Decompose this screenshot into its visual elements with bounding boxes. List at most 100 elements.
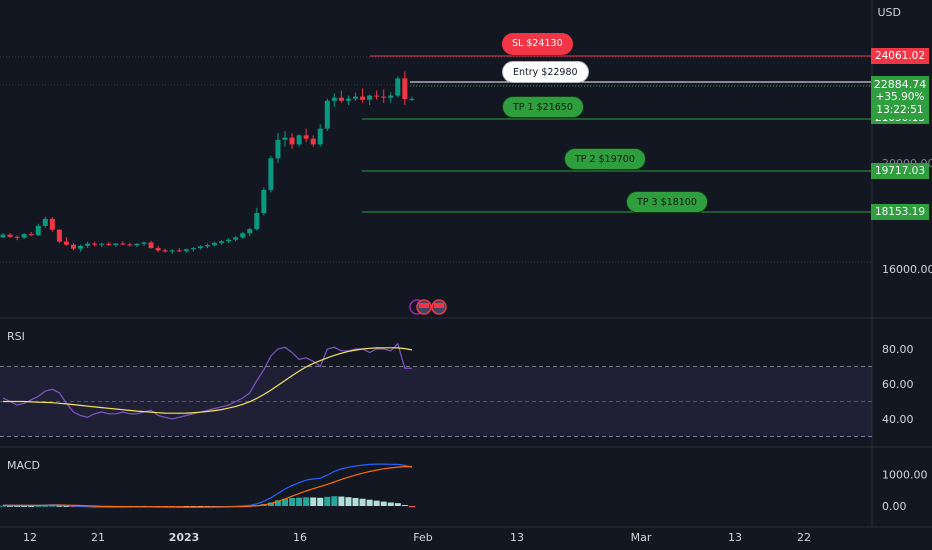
time-tick-label: Feb [413,531,432,544]
rsi-ma-line [3,347,413,414]
candle-body [338,97,344,101]
macd-histogram-bar [359,498,366,506]
macd-histogram-bar [373,500,380,506]
candle-body [233,237,239,240]
candle-body [296,135,302,145]
macd-histogram-bar [267,502,274,506]
macd-histogram-bar [331,496,338,506]
time-tick-label: 2023 [169,531,200,544]
macd-histogram-bar [394,503,401,506]
candle-body [134,243,140,246]
flag-stripe [419,303,429,308]
time-tick-label: 16 [293,531,307,544]
macd-histogram-bar [56,505,63,507]
candle-body [275,139,281,159]
candle-body [21,234,27,238]
candle-body [226,239,232,242]
macd-pane-label: MACD [7,459,40,472]
macd-histogram-bar [310,497,317,506]
macd-histogram-bar [28,505,35,507]
candle-body [388,95,394,98]
candle-body [0,234,6,238]
candle-body [345,98,351,101]
candle-body [63,241,69,245]
macd-histogram-bar [317,497,324,506]
candle-body [395,78,401,96]
macd-histogram-bar [14,505,21,507]
macd-histogram-bar [345,497,352,506]
candle-body [409,98,415,100]
candle-body [219,241,225,244]
candle-body [92,243,98,245]
flag-stripe [434,303,444,308]
candle-body [353,96,358,99]
candle-body [35,225,41,236]
time-tick-label: 13 [728,531,742,544]
candle-body [127,244,133,246]
candle-body [360,96,366,100]
candle-body [42,218,48,226]
tp1-level-label[interactable]: TP 1 $21650 [502,96,584,118]
candle-body [176,250,182,252]
candle-body [212,243,217,245]
rsi-tick-label: 40.00 [882,413,914,426]
candle-body [367,95,373,100]
last-price-value: 22884.74 [873,78,927,91]
candle-body [247,229,253,234]
macd-histogram-bar [303,497,310,506]
candle-body [85,243,91,246]
candle-body [7,234,13,237]
entry-level-label[interactable]: Entry $22980 [502,61,589,83]
sl-level-label[interactable]: SL $24130 [502,33,573,55]
candle-body [155,248,161,251]
macd-histogram-bar [296,497,303,506]
macd-histogram-bar [42,505,49,507]
candle-body [331,97,337,101]
macd-histogram-bar [274,500,281,506]
macd-histogram-bar [63,505,70,507]
candle-body [71,244,76,249]
time-tick-label: 13 [510,531,524,544]
macd-tick-label: 1000.00 [882,469,928,482]
candle-body [240,233,246,238]
macd-histogram-bar [338,496,345,506]
candle-body [106,243,112,245]
macd-histogram-bar [35,505,42,507]
candle-body [324,100,330,129]
rsi-pane-label: RSI [7,330,25,343]
candle-body [254,213,260,230]
currency-label: USD [877,6,901,19]
tp3-price-tag: 18153.19 [871,204,929,220]
rsi-tick-label: 60.00 [882,378,914,391]
macd-histogram-bar [0,505,6,507]
last-price-change: +35.90% [875,91,925,103]
candle-body [28,234,34,236]
candle-body [183,249,189,251]
tp2-level-label[interactable]: TP 2 $19700 [564,148,646,170]
candle-body [374,95,380,97]
candle-body [169,250,175,252]
candle-body [120,243,126,245]
candle-body [310,138,316,145]
price-tick-label: 16000.00 [882,263,932,276]
macd-histogram-bar [49,505,56,507]
candle-body [56,229,62,242]
sl-price-tag: 24061.02 [871,48,929,64]
rsi-line [2,342,412,420]
macd-tick-label: 0.00 [882,500,907,513]
macd-histogram-bar [366,499,373,506]
macd-histogram-bar [387,502,394,506]
candle-body [49,218,55,230]
tp3-level-label[interactable]: TP 3 $18100 [626,191,708,213]
macd-histogram-bar [21,505,28,507]
rsi-tick-label: 80.00 [882,343,914,356]
time-tick-label: 22 [797,531,811,544]
macd-histogram-bar [408,506,415,508]
candle-body [261,189,267,214]
time-tick-label: 12 [23,531,37,544]
time-tick-label: 21 [91,531,105,544]
candle-body [99,243,105,245]
candle-body [268,158,274,190]
candle-body [113,243,119,245]
